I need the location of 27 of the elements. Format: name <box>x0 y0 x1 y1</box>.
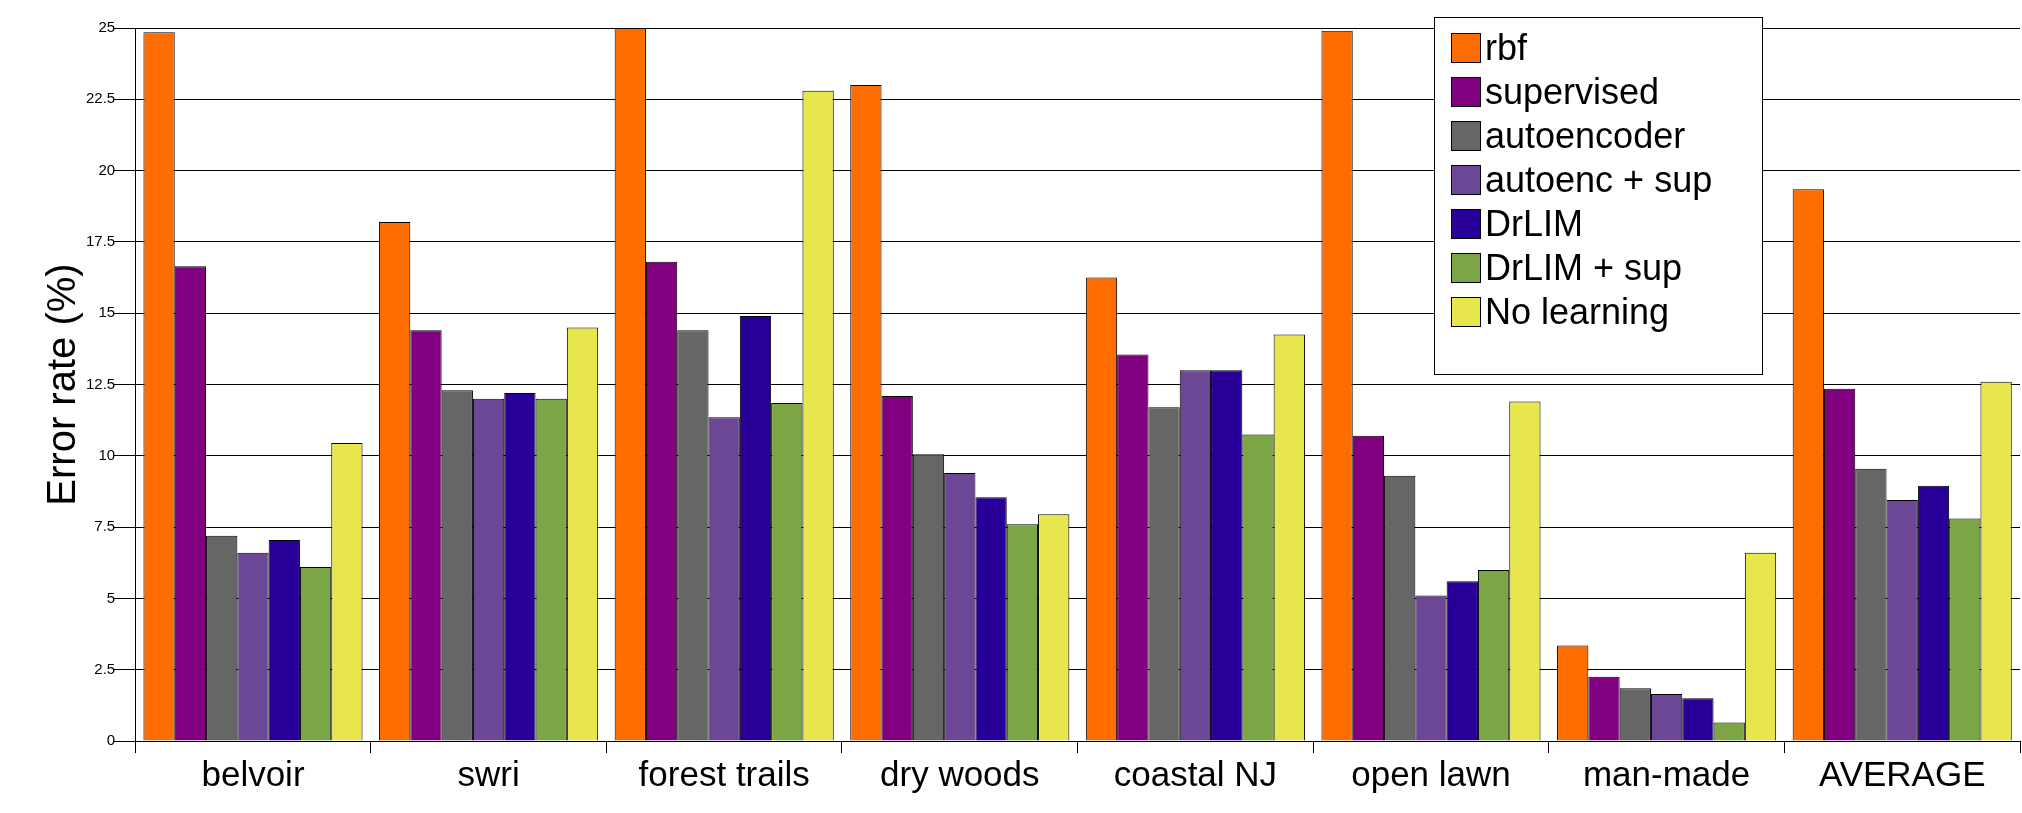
y-tick-label: 12.5 <box>85 374 116 392</box>
y-tick-label: 7.5 <box>94 517 116 535</box>
legend-label: DrLIM <box>1485 203 1583 245</box>
y-axis-title: Error rate (%) <box>39 263 84 506</box>
y-tick-label: 17.5 <box>85 232 116 250</box>
x-tick-label: forest trails <box>638 753 810 793</box>
legend-label: rbf <box>1485 27 1528 69</box>
legend-label: DrLIM + sup <box>1485 247 1683 289</box>
x-tick-label: coastal NJ <box>1113 753 1278 793</box>
y-tick-label: 22.5 <box>85 89 116 107</box>
y-tick-label: 25 <box>98 18 116 36</box>
y-tick-label: 20 <box>98 160 116 178</box>
y-tick-label: 5 <box>106 588 116 606</box>
x-tick-label: open lawn <box>1351 753 1511 793</box>
x-tick-label: AVERAGE <box>1818 753 1986 793</box>
y-tick-label: 15 <box>98 303 116 321</box>
x-tick-label: man-made <box>1582 753 1751 793</box>
y-tick-label: 2.5 <box>94 659 116 677</box>
legend-label: supervised <box>1485 71 1660 113</box>
legend-label: No learning <box>1485 291 1670 333</box>
legend-label: autoencoder <box>1485 115 1686 157</box>
y-tick-label: 10 <box>98 445 116 463</box>
legend-label: autoenc + sup <box>1485 159 1713 201</box>
x-tick-label: dry woods <box>880 753 1040 793</box>
x-tick-label: belvoir <box>201 753 305 793</box>
y-tick-label: 0 <box>106 731 116 749</box>
x-tick-label: swri <box>457 753 520 793</box>
